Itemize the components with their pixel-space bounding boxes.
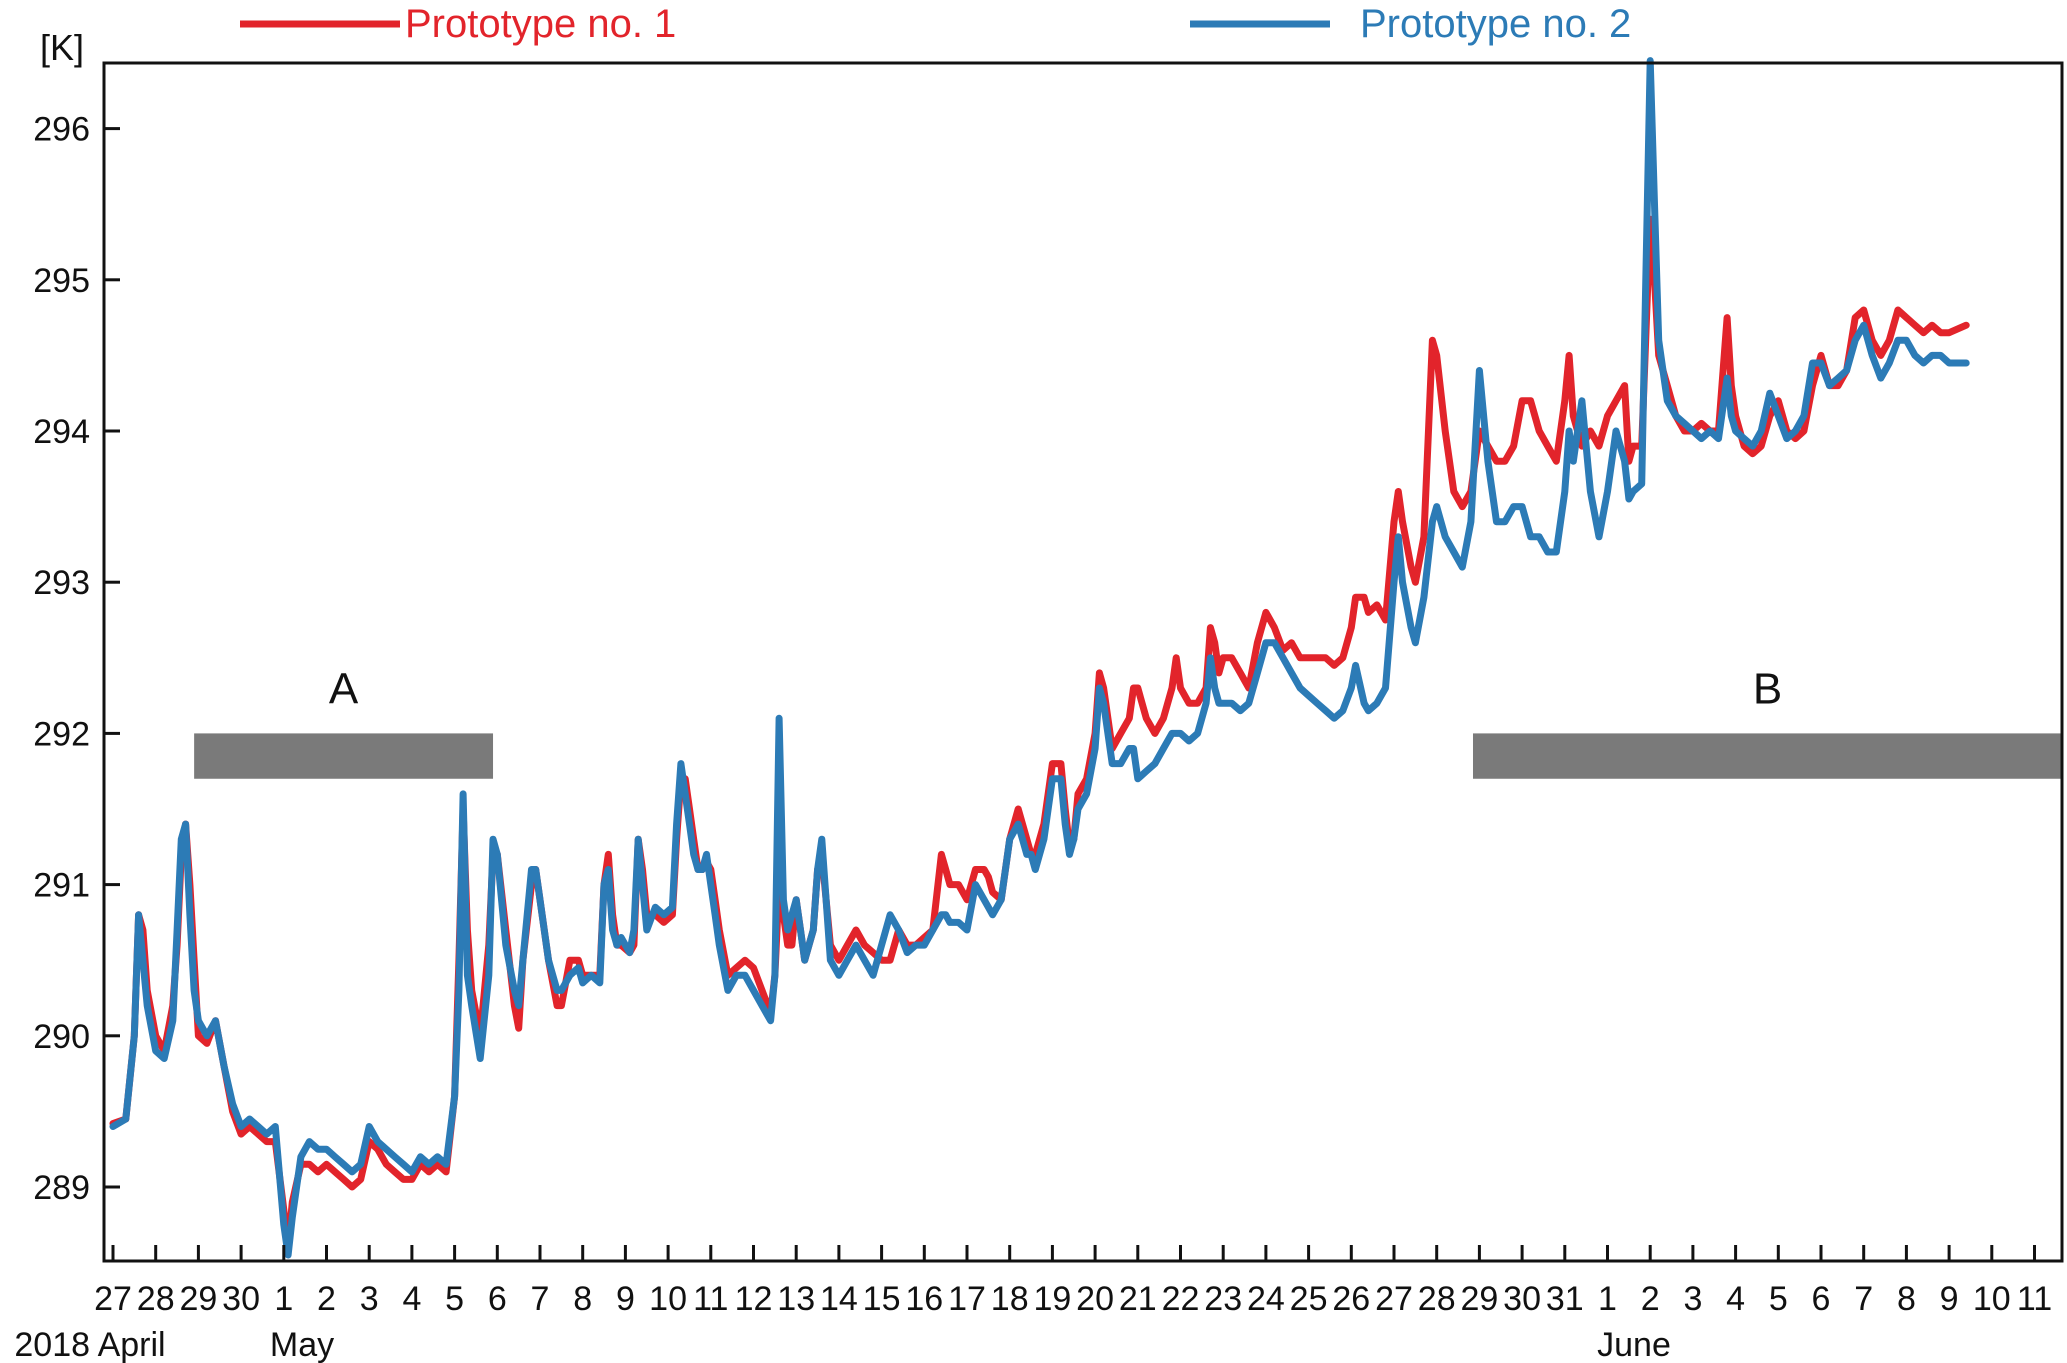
y-tick-label: 294 [33,413,90,451]
x-tick-label: 29 [179,1280,217,1318]
x-tick-label: 9 [1940,1280,1959,1318]
x-tick-label: 8 [573,1280,592,1318]
y-tick-label: 296 [33,111,90,149]
y-axis: 289 290 291 292 293 294 295 296 [33,111,120,1207]
x-month-label: 2018 April [14,1326,165,1363]
x-tick-label: 18 [991,1280,1029,1318]
y-tick-label: 292 [33,715,90,753]
x-tick-label: 17 [948,1280,986,1318]
series-layer [109,57,1970,1259]
x-tick-label: 31 [1546,1280,1584,1318]
y-tick-label: 291 [33,867,90,905]
x-tick-label: 3 [1683,1280,1702,1318]
x-tick-label: 30 [1503,1280,1541,1318]
x-tick-label: 19 [1033,1280,1071,1318]
y-tick-label: 293 [33,564,90,602]
series-line-1 [109,215,1970,1251]
x-tick-label: 2 [1641,1280,1660,1318]
x-tick-label: 2 [317,1280,336,1318]
x-tick-label: 30 [222,1280,260,1318]
x-tick-label: 7 [531,1280,550,1318]
period-bar [194,733,494,779]
x-tick-label: 9 [616,1280,635,1318]
x-tick-label: 11 [2017,1280,2052,1318]
legend-label: Prototype no. 2 [1360,2,1631,46]
y-axis-label: [K] [40,27,84,68]
x-tick-label: 1 [1598,1280,1617,1318]
x-tick-label: 1 [274,1280,293,1318]
x-tick-label: 21 [1119,1280,1157,1318]
y-tick-label: 290 [33,1018,90,1056]
x-tick-label: 22 [1162,1280,1200,1318]
y-tick-label: 289 [33,1169,90,1207]
x-tick-label: 15 [863,1280,901,1318]
y-tick-label: 295 [33,262,90,300]
period-label: B [1753,664,1782,713]
x-tick-label: 27 [1375,1280,1413,1318]
x-tick-label: 16 [905,1280,943,1318]
x-tick-label: 25 [1290,1280,1328,1318]
x-tick-label: 10 [649,1280,687,1318]
x-tick-label: 4 [402,1280,421,1318]
x-tick-label: 10 [1973,1280,2011,1318]
legend-label: Prototype no. 1 [405,2,676,46]
legend: Prototype no. 1 Prototype no. 2 [240,2,1631,46]
x-tick-label: 29 [1460,1280,1498,1318]
period-bar [1472,733,2062,779]
x-month-label: June [1597,1326,1671,1363]
x-tick-label: 8 [1897,1280,1916,1318]
x-tick-label: 20 [1076,1280,1114,1318]
x-tick-label: 4 [1726,1280,1745,1318]
x-tick-label: 26 [1332,1280,1370,1318]
x-tick-label: 11 [693,1280,728,1318]
x-tick-label: 24 [1247,1280,1285,1318]
plot-frame [102,61,2064,1263]
x-tick-label: 23 [1204,1280,1242,1318]
x-tick-label: 14 [820,1280,858,1318]
x-tick-label: 6 [1812,1280,1831,1318]
x-tick-label: 6 [488,1280,507,1318]
x-tick-label: 13 [777,1280,815,1318]
x-tick-label: 5 [445,1280,464,1318]
x-tick-label: 5 [1769,1280,1788,1318]
series-line-2 [109,57,1970,1259]
x-tick-label: 27 [94,1280,132,1318]
x-tick-label: 28 [137,1280,175,1318]
x-tick-label: 7 [1854,1280,1873,1318]
x-tick-label: 3 [360,1280,379,1318]
x-axis: 27 28 29 30 1 2 3 4 5 6 7 8 9 10 11 12 13 14 15 16 17 18 19 20 2… [14,1245,2052,1363]
x-tick-label: 28 [1418,1280,1456,1318]
x-tick-label: 12 [735,1280,773,1318]
x-month-label: May [270,1326,334,1363]
period-label: A [329,664,359,713]
